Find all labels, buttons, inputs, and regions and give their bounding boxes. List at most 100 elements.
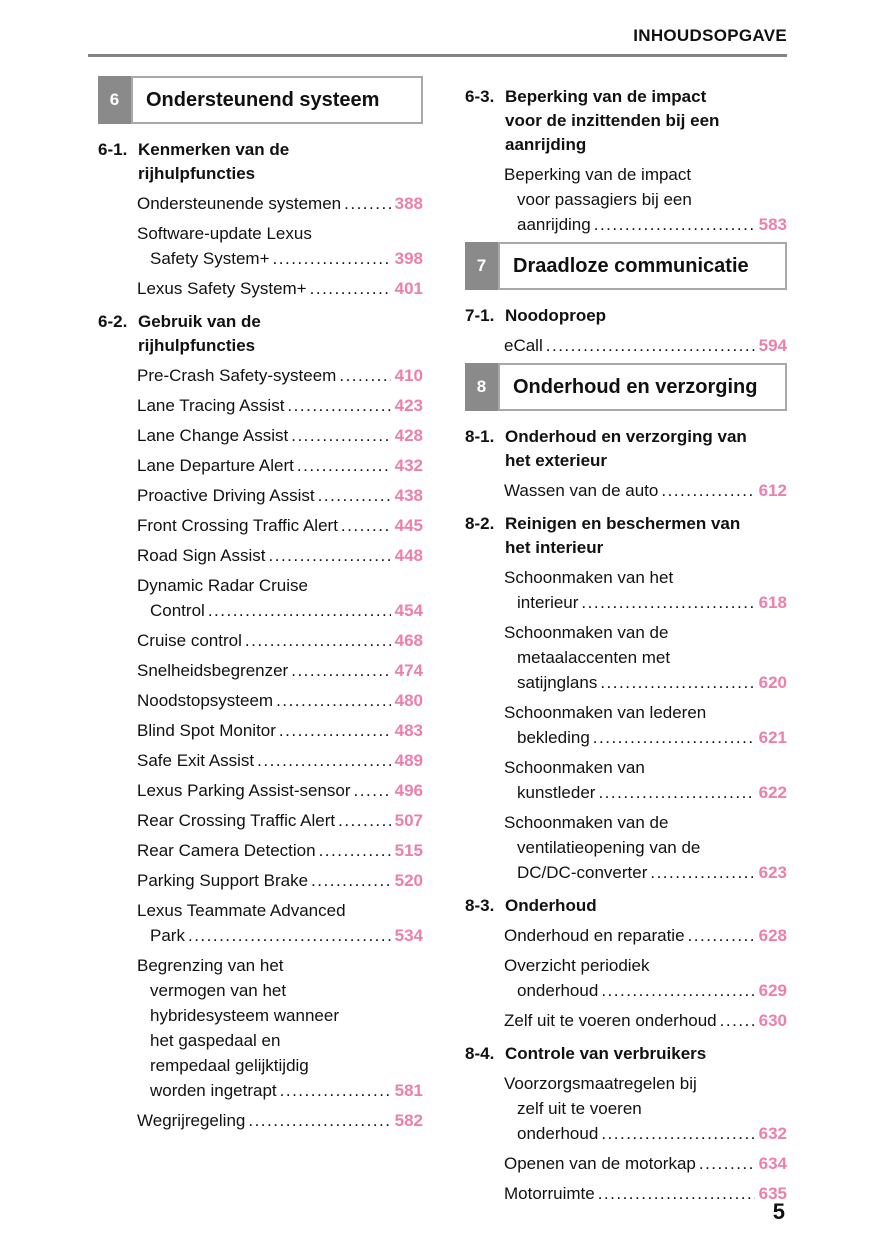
toc-entry: Parking Support Brake 520 <box>98 868 423 893</box>
entry-page-number: 515 <box>394 841 423 860</box>
section-title-line: aanrijding <box>505 135 587 154</box>
page-number: 5 <box>772 1199 785 1224</box>
toc-entry: Schoonmaken van lederen bekleding 621 <box>465 700 787 750</box>
entry-page-number: 388 <box>394 194 423 213</box>
toc-entry: Zelf uit te voeren onderhoud 630 <box>465 1008 787 1033</box>
dot-leader <box>344 191 391 216</box>
chapter-title: Draadloze communicatie <box>498 242 787 290</box>
dot-leader <box>650 860 754 885</box>
entry-text: Noodstopsysteem <box>137 691 274 710</box>
entry-page-number: 594 <box>758 336 787 355</box>
dot-leader <box>598 1181 755 1206</box>
entry-page-number: 583 <box>758 215 787 234</box>
section-title: Onderhoud en verzorging van het exterieur <box>505 425 787 473</box>
dot-leader <box>720 1008 755 1033</box>
entry-text: Park <box>150 926 185 945</box>
chapter-number: 7 <box>465 242 498 290</box>
section-title-line: Controle van verbruikers <box>505 1044 707 1063</box>
toc-entry: Lexus Safety System+ 401 <box>98 276 423 301</box>
toc-entry: Proactive Driving Assist 438 <box>98 483 423 508</box>
section-title-line: rijhulpfuncties <box>138 336 256 355</box>
toc-entry: Lane Tracing Assist 423 <box>98 393 423 418</box>
entry-text: eCall <box>504 336 543 355</box>
entry-text: het gaspedaal en <box>150 1031 281 1050</box>
section-heading: 6-1. Kenmerken van de rijhulpfuncties <box>98 138 423 186</box>
entry-text: rempedaal gelijktijdig <box>150 1056 309 1075</box>
entry-page-number: 496 <box>394 781 423 800</box>
section-title-line: Onderhoud <box>505 896 597 915</box>
dot-leader <box>280 1078 391 1103</box>
section-title-line: Kenmerken van de <box>138 140 290 159</box>
section-title-line: Gebruik van de <box>138 312 261 331</box>
toc-entry: Openen van de motorkap 634 <box>465 1151 787 1176</box>
entry-text: Beperking van de impact <box>504 165 692 184</box>
entry-text: DC/DC-converter <box>517 863 648 882</box>
entry-text: Front Crossing Traffic Alert <box>137 516 338 535</box>
dot-leader <box>291 658 390 683</box>
toc-entry: Rear Camera Detection 515 <box>98 838 423 863</box>
dot-leader <box>601 1121 754 1146</box>
chapter-number: 6 <box>98 76 131 124</box>
dot-leader <box>354 778 391 803</box>
entry-text: Schoonmaken van <box>504 758 645 777</box>
toc-entry: Beperking van de impact voor passagiers b… <box>465 162 787 237</box>
entry-page-number: 448 <box>394 546 423 565</box>
entry-page-number: 507 <box>394 811 423 830</box>
toc-entry: Schoonmaken van de metaalaccenten met sati… <box>465 620 787 695</box>
entry-page-number: 623 <box>758 863 787 882</box>
dot-leader <box>338 808 391 833</box>
dot-leader <box>594 212 755 237</box>
entry-text: Schoonmaken van lederen <box>504 703 707 722</box>
chapter-banner: 6 Ondersteunend systeem <box>98 76 423 124</box>
toc-entry: Onderhoud en reparatie 628 <box>465 923 787 948</box>
dot-leader <box>601 978 754 1003</box>
toc-entry: Lane Departure Alert 432 <box>98 453 423 478</box>
dot-leader <box>297 453 391 478</box>
dot-leader <box>341 513 391 538</box>
toc-entry: Overzicht periodiek onderhoud 629 <box>465 953 787 1003</box>
dot-leader <box>661 478 754 503</box>
entry-page-number: 520 <box>394 871 423 890</box>
entry-page-number: 632 <box>758 1124 787 1143</box>
toc-entry: Ondersteunende systemen 388 <box>98 191 423 216</box>
entry-page-number: 582 <box>394 1111 423 1130</box>
section-heading: 6-2. Gebruik van de rijhulpfuncties <box>98 310 423 358</box>
entry-text: Pre-Crash Safety-systeem <box>137 366 337 385</box>
toc-entry: Begrenzing van het vermogen van het hybrid… <box>98 953 423 1103</box>
toc-entry: Schoonmaken van het interieur 618 <box>465 565 787 615</box>
section-label: 8-4. <box>465 1044 495 1063</box>
entry-text: Snelheidsbegrenzer <box>137 661 289 680</box>
toc-entry: Schoonmaken van kunstleder 622 <box>465 755 787 805</box>
entry-page-number: 445 <box>394 516 423 535</box>
entry-page-number: 581 <box>394 1081 423 1100</box>
entry-page-number: 621 <box>758 728 787 747</box>
entry-page-number: 534 <box>394 926 423 945</box>
page-header-title: INHOUDSOPGAVE <box>633 26 787 45</box>
section-title-line: rijhulpfuncties <box>138 164 256 183</box>
section-title-line: het interieur <box>505 538 604 557</box>
toc-column-right: 6-3. Beperking van de impact voor de inzit… <box>465 76 787 1211</box>
entry-page-number: 410 <box>394 366 423 385</box>
entry-page-number: 630 <box>758 1011 787 1030</box>
dot-leader <box>276 688 391 713</box>
dot-leader <box>339 363 390 388</box>
toc-entry: Rear Crossing Traffic Alert 507 <box>98 808 423 833</box>
entry-text: Overzicht periodiek <box>504 956 650 975</box>
toc-entry: Schoonmaken van de ventilatieopening van … <box>465 810 787 885</box>
dot-leader <box>593 725 755 750</box>
entry-text: Lane Tracing Assist <box>137 396 285 415</box>
dot-leader <box>600 670 754 695</box>
dot-leader <box>287 393 390 418</box>
entry-text: Dynamic Radar Cruise <box>137 576 308 595</box>
entry-text: hybridesysteem wanneer <box>150 1006 339 1025</box>
entry-text: metaalaccenten met <box>517 648 671 667</box>
header-rule <box>88 54 787 57</box>
section-title: Gebruik van de rijhulpfuncties <box>138 310 423 358</box>
entry-text: Begrenzing van het <box>137 956 284 975</box>
section-title-line: voor de inzittenden bij een <box>505 111 720 130</box>
dot-leader <box>699 1151 755 1176</box>
entry-text: onderhoud <box>517 981 599 1000</box>
section-heading: 8-2. Reinigen en beschermen van het interi… <box>465 512 787 560</box>
entry-text: voor passagiers bij een <box>517 190 692 209</box>
dot-leader <box>546 333 755 358</box>
